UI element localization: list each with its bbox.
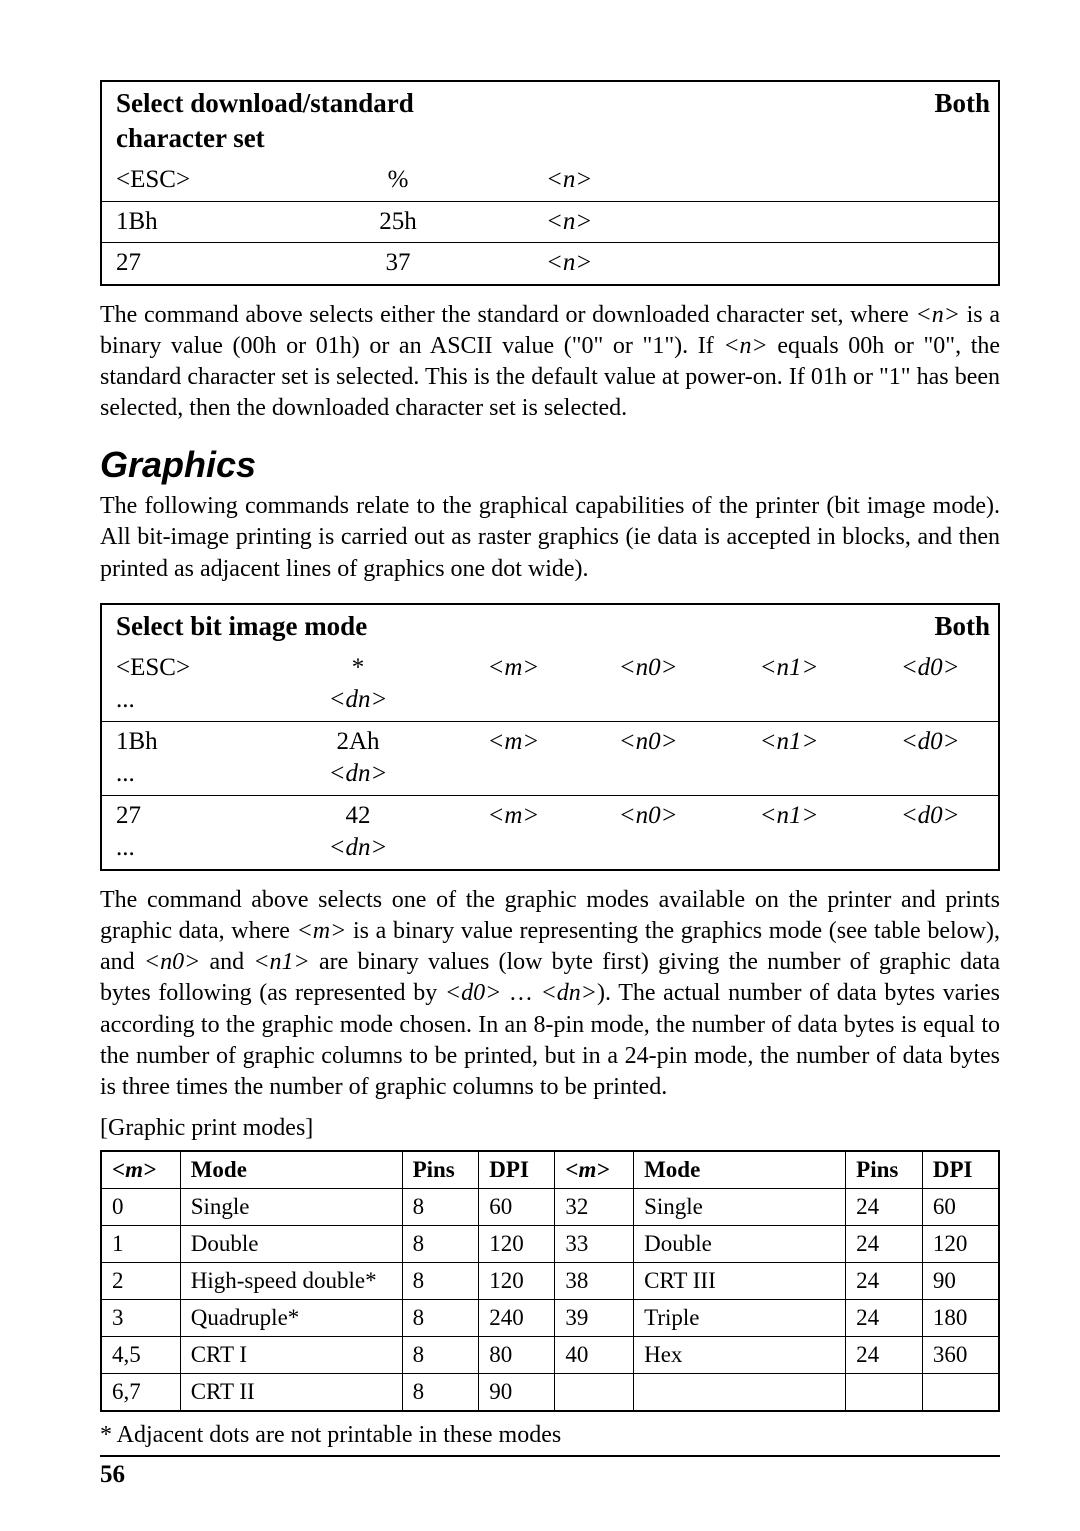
modes-cell: 8 [402, 1299, 479, 1336]
cmd-badge: Both [486, 81, 999, 160]
modes-cell: 90 [479, 1373, 555, 1410]
modes-header: Mode [634, 1151, 846, 1188]
cmd-cell: <n0> [575, 648, 716, 722]
modes-caption: [Graphic print modes] [100, 1113, 1000, 1144]
modes-cell: 39 [555, 1299, 634, 1336]
footnote: * Adjacent dots are not printable in the… [100, 1420, 1000, 1457]
modes-cell: 2 [101, 1263, 180, 1300]
modes-cell: CRT I [180, 1336, 402, 1373]
graphic-modes-table: <m>ModePinsDPI<m>ModePinsDPI 0Single8603… [100, 1150, 1000, 1411]
cmd-cell: 1Bh... [101, 721, 264, 795]
modes-header: Pins [402, 1151, 479, 1188]
cmd-badge: Both [856, 604, 999, 648]
modes-cell: 32 [555, 1189, 634, 1226]
modes-cell: 8 [402, 1263, 479, 1300]
modes-cell: 8 [402, 1189, 479, 1226]
modes-cell: 6,7 [101, 1373, 180, 1410]
modes-cell: Quadruple* [180, 1299, 402, 1336]
cmd-cell: <n0> [575, 721, 716, 795]
cmd-cell: <n1> [716, 721, 857, 795]
modes-header: <m> [101, 1151, 180, 1188]
modes-cell: 40 [555, 1336, 634, 1373]
cmd-cell: <m> [446, 795, 575, 870]
modes-cell: 24 [846, 1299, 923, 1336]
modes-cell: 0 [101, 1189, 180, 1226]
modes-cell: 24 [846, 1263, 923, 1300]
cmd-cell: 37 [304, 243, 486, 285]
cmd-cell: <n> [486, 160, 999, 201]
cmd-cell: <n> [486, 201, 999, 243]
modes-cell: 60 [922, 1189, 999, 1226]
cmd-cell: *<dn> [264, 648, 446, 722]
modes-cell: 24 [846, 1226, 923, 1263]
cmd-cell: <d0> [856, 721, 999, 795]
modes-cell: 240 [479, 1299, 555, 1336]
modes-cell: Triple [634, 1299, 846, 1336]
modes-cell: 24 [846, 1189, 923, 1226]
modes-cell [846, 1373, 923, 1410]
modes-cell: 38 [555, 1263, 634, 1300]
cmd-title: Select download/standard character set [101, 81, 486, 160]
modes-cell: 4,5 [101, 1336, 180, 1373]
modes-cell: High-speed double* [180, 1263, 402, 1300]
cmd-cell: <m> [446, 721, 575, 795]
paragraph-2: The following commands relate to the gra… [100, 491, 1000, 585]
modes-cell [922, 1373, 999, 1410]
cmd-cell: <ESC>... [101, 648, 264, 722]
modes-header: DPI [479, 1151, 555, 1188]
section-heading-graphics: Graphics [100, 442, 1000, 489]
cmd-cell: % [304, 160, 486, 201]
modes-header: Pins [846, 1151, 923, 1188]
cmd-cell: 1Bh [101, 201, 304, 243]
cmd-cell: 42<dn> [264, 795, 446, 870]
cmd-cell: <n0> [575, 795, 716, 870]
cmd-cell: <m> [446, 648, 575, 722]
cmd-cell: <n> [486, 243, 999, 285]
modes-cell: 60 [479, 1189, 555, 1226]
modes-cell: 360 [922, 1336, 999, 1373]
modes-cell: 80 [479, 1336, 555, 1373]
modes-cell: 24 [846, 1336, 923, 1373]
cmd-cell: <n1> [716, 795, 857, 870]
cmd-title: Select bit image mode [101, 604, 856, 648]
modes-cell: 120 [479, 1226, 555, 1263]
cmd-cell: 2Ah<dn> [264, 721, 446, 795]
modes-cell: 33 [555, 1226, 634, 1263]
cmd-cell: <ESC> [101, 160, 304, 201]
modes-cell: Single [180, 1189, 402, 1226]
command-table-bitimage: Select bit image mode Both <ESC>...*<dn>… [100, 603, 1000, 871]
modes-cell: CRT II [180, 1373, 402, 1410]
modes-cell: 8 [402, 1226, 479, 1263]
modes-cell: 8 [402, 1373, 479, 1410]
modes-cell: CRT III [634, 1263, 846, 1300]
modes-cell [555, 1373, 634, 1410]
modes-cell: 8 [402, 1336, 479, 1373]
modes-header: Mode [180, 1151, 402, 1188]
cmd-cell: 25h [304, 201, 486, 243]
modes-header: <m> [555, 1151, 634, 1188]
modes-cell: 90 [922, 1263, 999, 1300]
modes-cell: Double [180, 1226, 402, 1263]
modes-cell: Hex [634, 1336, 846, 1373]
modes-cell: 3 [101, 1299, 180, 1336]
cmd-cell: <d0> [856, 648, 999, 722]
paragraph-1: The command above selects either the sta… [100, 300, 1000, 425]
modes-cell: Single [634, 1189, 846, 1226]
modes-cell: 120 [922, 1226, 999, 1263]
cmd-cell: 27... [101, 795, 264, 870]
cmd-cell: <n1> [716, 648, 857, 722]
cmd-cell: 27 [101, 243, 304, 285]
modes-cell: 180 [922, 1299, 999, 1336]
modes-cell: 120 [479, 1263, 555, 1300]
modes-cell [634, 1373, 846, 1410]
cmd-cell: <d0> [856, 795, 999, 870]
command-table-charset: Select download/standard character set B… [100, 80, 1000, 286]
modes-cell: Double [634, 1226, 846, 1263]
modes-cell: 1 [101, 1226, 180, 1263]
page-number: 56 [100, 1457, 1000, 1492]
modes-header: DPI [922, 1151, 999, 1188]
paragraph-3: The command above selects one of the gra… [100, 885, 1000, 1103]
